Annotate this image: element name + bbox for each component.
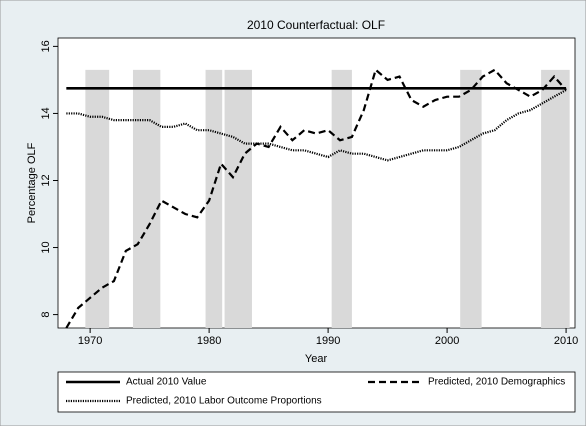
y-tick-label: 12 xyxy=(40,174,52,186)
series-line xyxy=(65,67,567,329)
series-line xyxy=(66,89,567,162)
recession-band xyxy=(85,69,110,329)
recession-band xyxy=(541,69,570,329)
x-tick-label: 1970 xyxy=(78,335,102,347)
y-tick-label: 10 xyxy=(40,241,52,253)
y-tick-label: 16 xyxy=(40,40,52,52)
recession-band xyxy=(460,69,482,329)
legend-label: Predicted, 2010 Labor Outcome Proportion… xyxy=(126,396,322,407)
y-tick-label: 14 xyxy=(40,107,52,119)
x-tick-label: 2010 xyxy=(554,335,578,347)
recession-band xyxy=(132,69,161,329)
y-axis-label: Percentage OLF xyxy=(26,142,38,223)
x-tick-label: 2000 xyxy=(435,335,459,347)
legend-label: Actual 2010 Value xyxy=(126,377,207,388)
x-tick-label: 1990 xyxy=(316,335,340,347)
legend xyxy=(57,371,576,413)
legend-label: Predicted, 2010 Demographics xyxy=(428,377,565,388)
chart-title: 2010 Counterfactual: OLF xyxy=(247,18,385,32)
recession-band xyxy=(331,69,352,329)
x-tick-label: 1980 xyxy=(197,335,221,347)
recession-band xyxy=(224,69,252,329)
recession-band xyxy=(205,69,223,329)
y-tick-label: 8 xyxy=(40,312,52,318)
x-axis-label: Year xyxy=(305,353,328,365)
